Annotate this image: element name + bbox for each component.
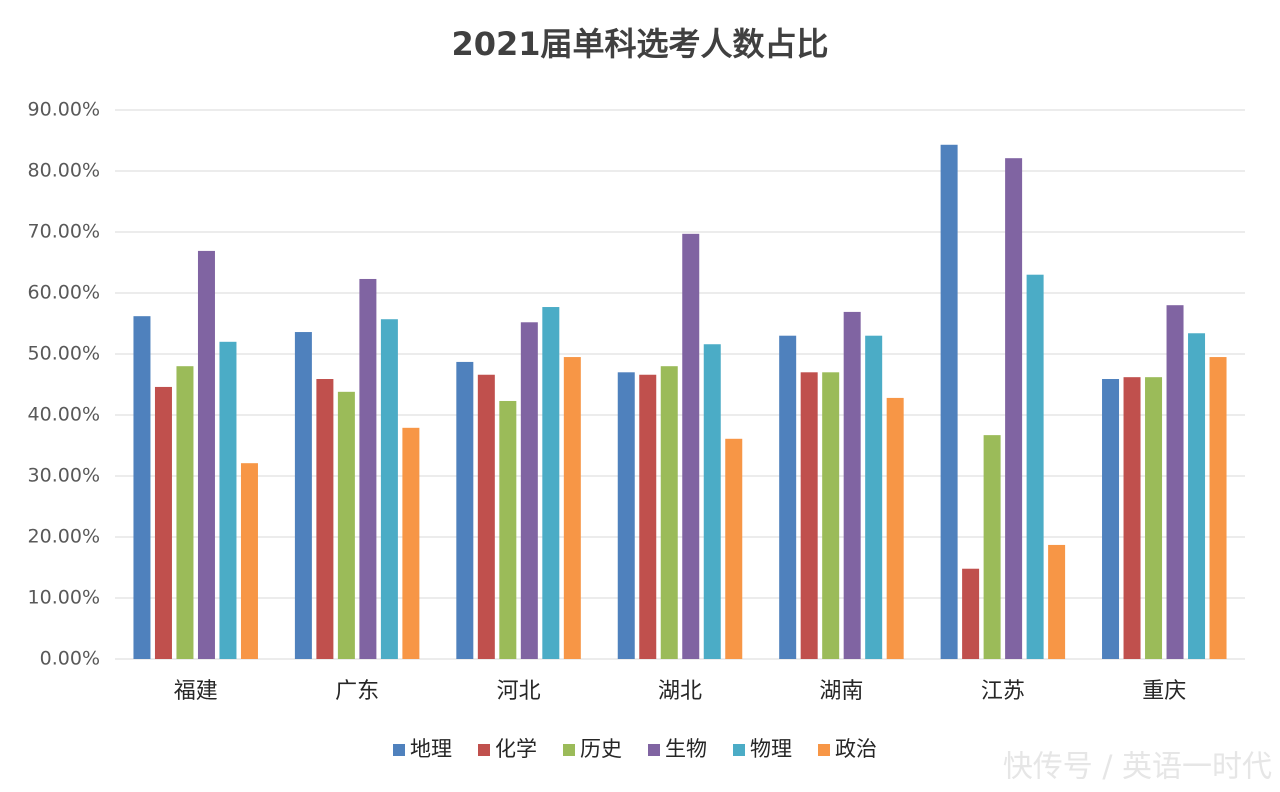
bar xyxy=(703,344,721,659)
bar xyxy=(563,357,581,659)
bar xyxy=(843,311,861,659)
bar xyxy=(983,435,1001,659)
bar xyxy=(499,400,517,659)
bar xyxy=(337,391,355,659)
bar xyxy=(294,332,312,659)
bar xyxy=(886,397,904,659)
watermark: 快传号 / 英语一时代 xyxy=(1003,750,1272,785)
bar xyxy=(962,568,980,659)
legend-label: 生物 xyxy=(665,737,707,761)
bar xyxy=(1188,333,1206,659)
bar xyxy=(800,372,818,659)
bar xyxy=(1209,357,1227,659)
bar xyxy=(380,319,398,659)
legend-swatch xyxy=(563,744,575,756)
bar xyxy=(1166,305,1184,659)
bar xyxy=(865,335,883,659)
x-tick-label: 福建 xyxy=(174,679,218,704)
bar xyxy=(176,366,194,659)
y-tick-label: 0.00% xyxy=(40,648,100,670)
legend-swatch xyxy=(393,744,405,756)
x-tick-label: 河北 xyxy=(497,679,541,704)
chart-title: 2021届单科选考人数占比 xyxy=(451,25,828,63)
bar xyxy=(477,374,495,659)
bar xyxy=(660,366,678,659)
x-tick-label: 重庆 xyxy=(1142,679,1186,704)
y-tick-label: 90.00% xyxy=(28,99,100,121)
y-tick-label: 10.00% xyxy=(28,587,100,609)
bar xyxy=(1005,158,1023,659)
bar xyxy=(154,386,172,659)
x-tick-label: 广东 xyxy=(335,679,379,704)
x-tick-label: 湖北 xyxy=(658,679,702,704)
bar xyxy=(1048,544,1066,659)
legend-label: 化学 xyxy=(495,737,537,761)
y-tick-label: 60.00% xyxy=(28,282,100,304)
y-tick-label: 50.00% xyxy=(28,343,100,365)
bar xyxy=(1026,274,1044,659)
x-tick-label: 江苏 xyxy=(981,679,1025,704)
bar xyxy=(1102,379,1120,659)
bar xyxy=(456,361,474,659)
bar xyxy=(725,438,743,659)
legend-label: 政治 xyxy=(835,737,877,761)
legend-swatch xyxy=(648,744,660,756)
bar xyxy=(133,316,151,659)
y-tick-label: 30.00% xyxy=(28,465,100,487)
bar xyxy=(1145,377,1163,659)
bar xyxy=(240,463,258,659)
bar xyxy=(520,322,538,659)
legend-label: 历史 xyxy=(580,737,622,761)
bar xyxy=(219,341,237,659)
legend-swatch xyxy=(478,744,490,756)
bar xyxy=(197,250,215,659)
bar xyxy=(316,379,334,659)
bar xyxy=(1123,377,1141,659)
legend-label: 地理 xyxy=(410,737,452,761)
bar xyxy=(682,233,700,659)
bar xyxy=(779,335,797,659)
bar xyxy=(542,307,560,659)
bar xyxy=(402,427,420,659)
bar xyxy=(822,372,840,659)
y-tick-label: 80.00% xyxy=(28,160,100,182)
y-tick-label: 70.00% xyxy=(28,221,100,243)
bar xyxy=(359,278,377,659)
legend-swatch xyxy=(818,744,830,756)
y-tick-label: 40.00% xyxy=(28,404,100,426)
bar xyxy=(940,144,958,659)
y-tick-label: 20.00% xyxy=(28,526,100,548)
bar xyxy=(617,372,635,659)
legend-label: 物理 xyxy=(750,737,792,761)
legend-swatch xyxy=(733,744,745,756)
x-tick-label: 湖南 xyxy=(819,679,863,704)
bar xyxy=(639,374,657,659)
